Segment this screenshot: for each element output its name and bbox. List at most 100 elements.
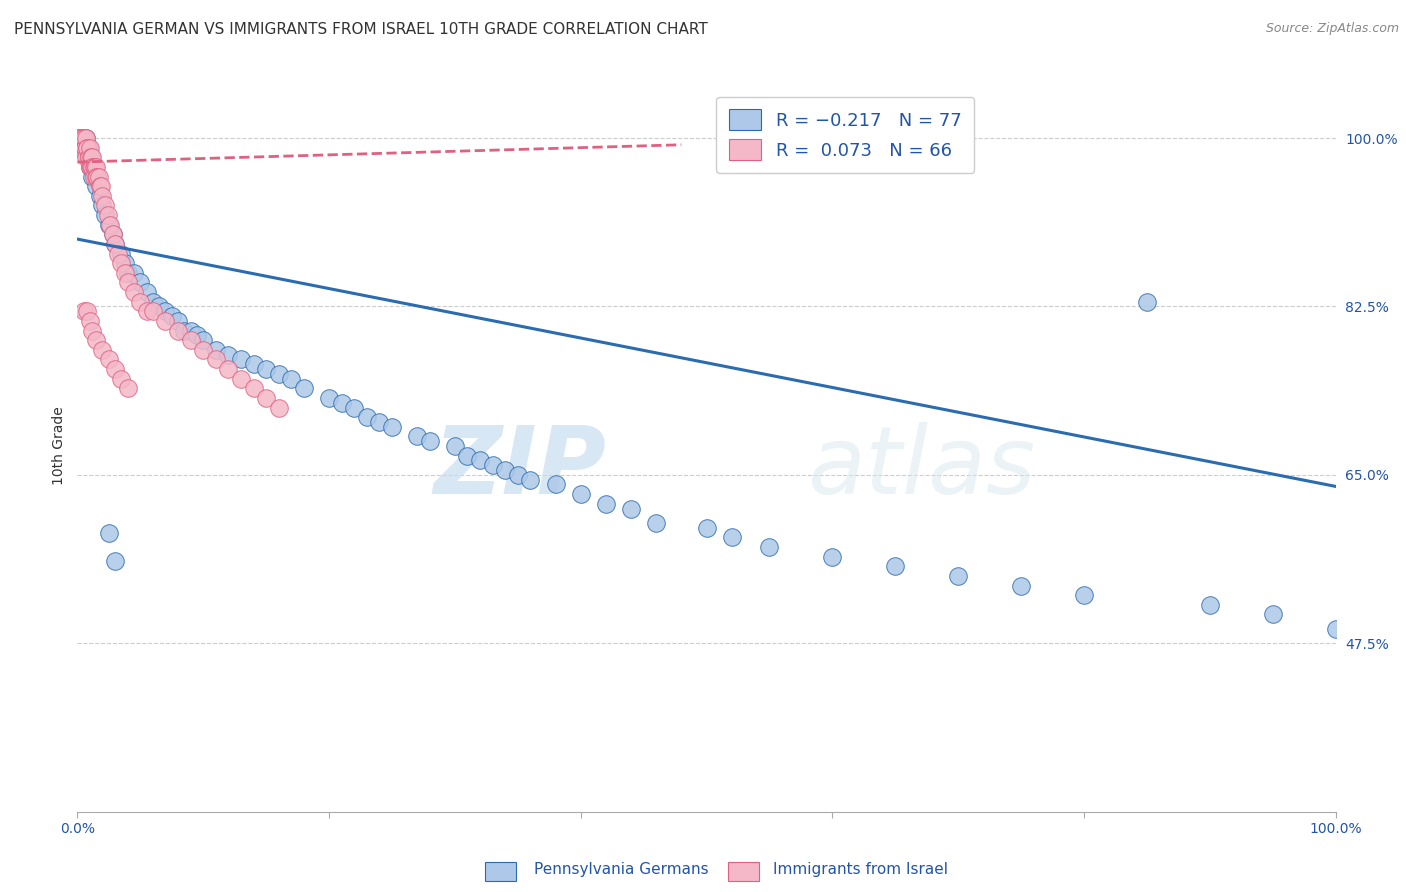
Point <box>70 131 93 145</box>
Point <box>91 198 114 212</box>
Point <box>76 150 98 164</box>
Point <box>160 309 183 323</box>
Point <box>595 497 617 511</box>
Point <box>167 324 190 338</box>
Point <box>368 415 391 429</box>
Point <box>1073 588 1095 602</box>
Point <box>444 439 467 453</box>
Point <box>330 395 353 409</box>
Point <box>217 348 239 362</box>
Point <box>94 198 117 212</box>
Point <box>1199 598 1222 612</box>
Point <box>82 160 104 174</box>
Point <box>86 169 108 184</box>
Point <box>101 227 124 242</box>
Point <box>96 208 118 222</box>
Point <box>87 169 110 184</box>
Point <box>72 141 94 155</box>
Legend: R = −0.217   N = 77, R =  0.073   N = 66: R = −0.217 N = 77, R = 0.073 N = 66 <box>716 96 974 173</box>
Point <box>70 141 93 155</box>
Text: Immigrants from Israel: Immigrants from Israel <box>773 863 948 877</box>
Point <box>110 371 132 385</box>
Point <box>468 453 491 467</box>
Point <box>76 141 98 155</box>
Point <box>117 381 139 395</box>
Point <box>97 218 120 232</box>
Point <box>204 343 226 357</box>
Point <box>519 473 541 487</box>
Point <box>620 501 643 516</box>
Point <box>155 314 177 328</box>
Point <box>356 410 378 425</box>
Point <box>720 530 742 544</box>
Point <box>180 333 202 347</box>
Point <box>821 549 844 564</box>
Point <box>191 343 215 357</box>
Point <box>84 179 107 194</box>
Point <box>1324 622 1347 636</box>
Point <box>267 367 290 381</box>
Point <box>506 467 529 482</box>
Point <box>117 266 139 280</box>
Point <box>77 141 100 155</box>
Point <box>180 324 202 338</box>
Point <box>72 131 94 145</box>
Point <box>280 371 302 385</box>
Point <box>254 362 277 376</box>
Point <box>83 169 105 184</box>
Point <box>75 131 97 145</box>
Point <box>242 357 264 371</box>
Point <box>494 463 516 477</box>
Point <box>80 150 103 164</box>
Point <box>77 150 100 164</box>
Point <box>381 419 404 434</box>
Point <box>569 487 592 501</box>
Point <box>79 160 101 174</box>
Point <box>114 266 136 280</box>
Point <box>343 401 366 415</box>
Point <box>142 294 165 309</box>
Point <box>107 246 129 260</box>
Point <box>242 381 264 395</box>
Point <box>82 169 104 184</box>
Point <box>72 131 94 145</box>
Point <box>104 236 127 251</box>
Y-axis label: 10th Grade: 10th Grade <box>52 407 66 485</box>
Point <box>73 141 96 155</box>
Point <box>229 371 252 385</box>
Point <box>84 160 107 174</box>
Point <box>91 188 114 202</box>
Point <box>67 131 90 145</box>
Point <box>135 285 157 299</box>
Point <box>76 304 98 318</box>
Point <box>292 381 315 395</box>
Point <box>110 246 132 260</box>
Point <box>84 333 107 347</box>
Point <box>229 352 252 367</box>
Point <box>104 236 127 251</box>
Text: PENNSYLVANIA GERMAN VS IMMIGRANTS FROM ISRAEL 10TH GRADE CORRELATION CHART: PENNSYLVANIA GERMAN VS IMMIGRANTS FROM I… <box>14 22 707 37</box>
Point <box>72 131 94 145</box>
Point <box>167 314 190 328</box>
Point <box>91 343 114 357</box>
Point <box>1261 607 1284 622</box>
Point <box>79 141 101 155</box>
Point <box>79 160 101 174</box>
Point <box>191 333 215 347</box>
Point <box>129 276 152 290</box>
Point <box>104 362 127 376</box>
Point <box>122 285 145 299</box>
Point <box>456 449 478 463</box>
Point <box>97 525 120 540</box>
Point <box>70 131 93 145</box>
Point <box>73 141 96 155</box>
Point <box>77 150 100 164</box>
Point <box>80 160 103 174</box>
Point <box>79 314 101 328</box>
Point <box>72 304 94 318</box>
Point <box>1136 294 1159 309</box>
Point <box>72 141 94 155</box>
Point <box>173 324 195 338</box>
Point <box>645 516 668 530</box>
Point <box>117 276 139 290</box>
